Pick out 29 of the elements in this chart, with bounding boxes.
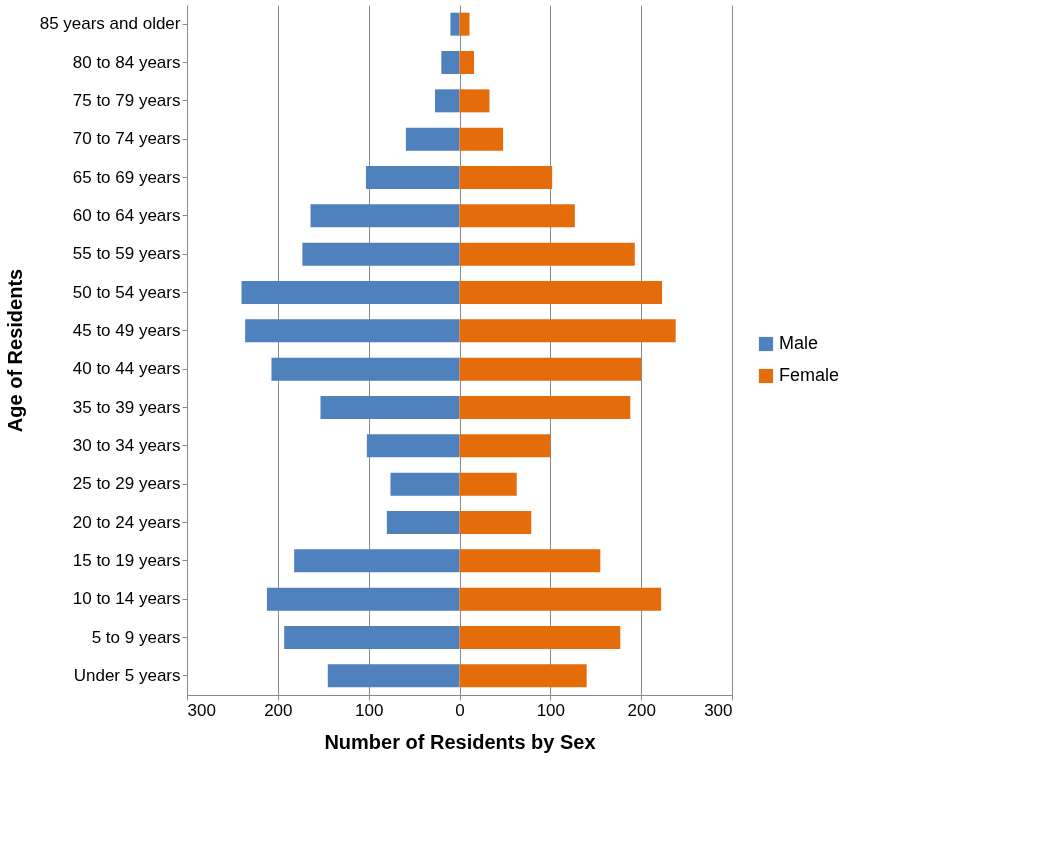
- x-tick-label: 300: [187, 700, 216, 720]
- y-tick-label: 50 to 54 years: [72, 282, 181, 302]
- y-tick-label: 55 to 59 years: [72, 244, 181, 264]
- y-tick-label: 40 to 44 years: [72, 359, 181, 379]
- y-tick-label: 60 to 64 years: [72, 205, 181, 225]
- x-tick-label: 300: [704, 700, 733, 720]
- y-tick-label: 5 to 9 years: [91, 627, 181, 647]
- x-tick-label: 100: [354, 700, 384, 720]
- x-tick-label: 0: [455, 700, 465, 720]
- y-tick-label: 25 to 29 years: [72, 474, 181, 494]
- x-tick-label: 100: [536, 700, 566, 720]
- y-tick-label: 45 to 49 years: [72, 320, 181, 340]
- x-tick-label: 200: [264, 700, 293, 720]
- y-tick-label: 35 to 39 years: [72, 397, 181, 417]
- y-tick-label: 65 to 69 years: [72, 167, 181, 187]
- y-tick-label: Under 5 years: [73, 665, 181, 685]
- x-axis-title: Number of Residents by Sex: [324, 730, 596, 753]
- y-tick-label: 70 to 74 years: [72, 129, 181, 149]
- y-tick-label: 15 to 19 years: [72, 550, 181, 570]
- x-tick-label: 200: [627, 700, 656, 720]
- y-tick-label: 75 to 79 years: [72, 90, 181, 110]
- legend-label: Female: [779, 365, 840, 385]
- y-tick-label: 10 to 14 years: [72, 589, 181, 609]
- y-tick-label: 80 to 84 years: [72, 52, 181, 72]
- y-tick-label: 20 to 24 years: [72, 512, 181, 532]
- legend-label: Male: [779, 333, 819, 353]
- y-axis-title: Age of Residents: [3, 268, 26, 433]
- y-tick-label: 30 to 34 years: [72, 435, 181, 455]
- y-tick-label: 85 years and older: [39, 14, 181, 34]
